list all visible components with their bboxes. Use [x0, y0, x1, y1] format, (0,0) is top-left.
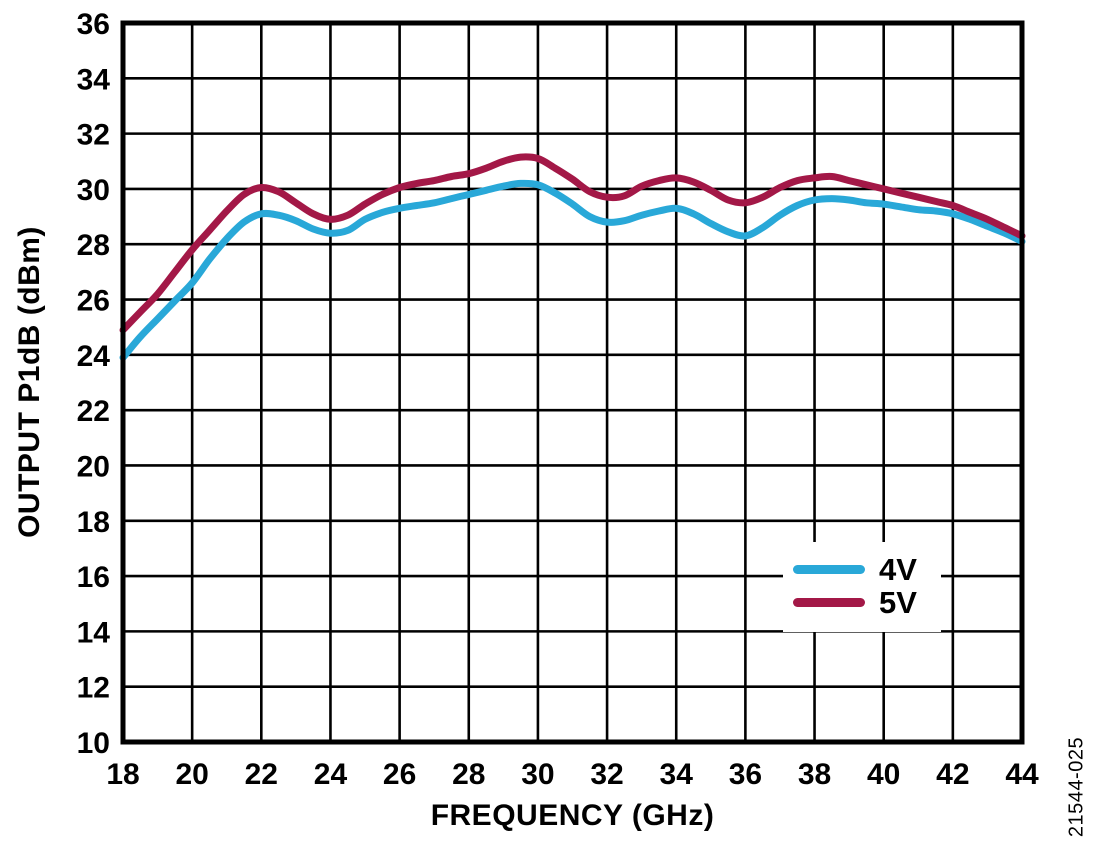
svg-text:28: 28: [77, 229, 110, 262]
svg-text:36: 36: [77, 8, 110, 41]
svg-text:30: 30: [77, 174, 110, 207]
svg-text:20: 20: [77, 450, 110, 483]
svg-text:26: 26: [77, 285, 110, 318]
svg-text:16: 16: [77, 561, 110, 594]
svg-text:10: 10: [77, 727, 110, 760]
x-axis-title: FREQUENCY (GHz): [430, 799, 715, 832]
svg-text:34: 34: [77, 63, 111, 96]
x-tick-labels: 18 20 22 24 26 28 30 32 34 36 38 40 42 44: [106, 758, 1039, 791]
legend: 4V 5V: [783, 542, 941, 632]
svg-text:12: 12: [77, 672, 110, 705]
plot-border: [120, 20, 1025, 745]
svg-text:22: 22: [245, 758, 278, 791]
svg-text:24: 24: [77, 340, 111, 373]
y-tick-labels: 10 12 14 16 18 20 22 24 26 28 30 32 34 36: [77, 8, 111, 760]
series-line-5v: [119, 153, 1026, 334]
legend-item-5v: 5V: [793, 587, 941, 618]
svg-text:42: 42: [936, 758, 969, 791]
svg-text:18: 18: [106, 758, 139, 791]
svg-text:32: 32: [590, 758, 623, 791]
svg-text:24: 24: [314, 758, 348, 791]
legend-swatch-5v-line: [793, 598, 865, 607]
y-axis-title: OUTPUT P1dB (dBm): [13, 226, 46, 538]
grid-lines: [123, 23, 1022, 742]
svg-text:14: 14: [77, 616, 111, 649]
legend-label-5v: 5V: [879, 585, 917, 620]
svg-text:36: 36: [729, 758, 762, 791]
figure-number-label: 21544-025: [1065, 736, 1088, 838]
svg-text:38: 38: [798, 758, 831, 791]
svg-text:22: 22: [77, 395, 110, 428]
legend-swatch-4v-line: [793, 565, 865, 574]
legend-item-4v: 4V: [793, 554, 941, 585]
svg-text:26: 26: [383, 758, 416, 791]
svg-text:40: 40: [867, 758, 900, 791]
svg-text:18: 18: [77, 506, 110, 539]
svg-text:20: 20: [175, 758, 208, 791]
series-line-4v: [119, 179, 1026, 362]
svg-text:44: 44: [1005, 758, 1039, 791]
svg-text:28: 28: [452, 758, 485, 791]
svg-text:32: 32: [77, 119, 110, 152]
svg-text:34: 34: [660, 758, 694, 791]
legend-label-4v: 4V: [879, 552, 917, 587]
svg-text:30: 30: [521, 758, 554, 791]
